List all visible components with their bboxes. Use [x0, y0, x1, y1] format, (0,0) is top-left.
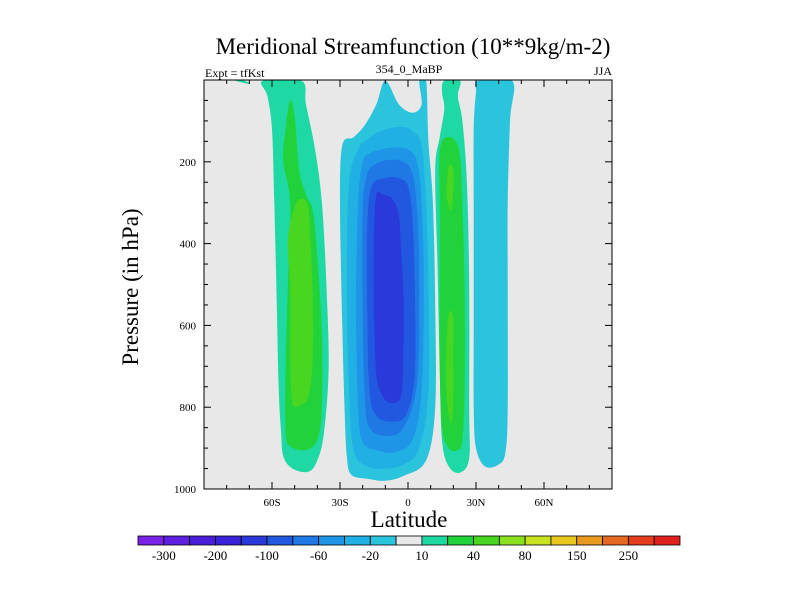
- colorbar-swatch: [163, 535, 191, 546]
- plot-area: 200 400 600 800 1000 60S 30S 0 30N 60N: [174, 79, 613, 509]
- colorbar-swatch: [421, 535, 449, 546]
- colorbar-swatch: [473, 535, 500, 546]
- y-tick-label: 1000: [174, 484, 197, 496]
- x-tick-label: 30S: [331, 497, 348, 509]
- x-tick-label: 30N: [467, 497, 486, 509]
- y-tick-label: 400: [180, 239, 197, 251]
- y-tick-label: 800: [180, 402, 197, 414]
- colorbar-swatch: [240, 535, 268, 546]
- colorbar-label: 150: [567, 548, 587, 563]
- colorbar-label: 80: [519, 548, 532, 563]
- colorbar-swatch: [576, 535, 603, 546]
- colorbar-swatch: [627, 535, 655, 546]
- contour-region-nh-hadley-core: [446, 164, 454, 211]
- colorbar-swatch: [318, 535, 345, 546]
- y-axis-label: Pressure (in hPa): [118, 208, 143, 365]
- x-tick-label: 0: [405, 497, 411, 509]
- contour-region-nh-hadley-core-low: [446, 310, 454, 424]
- colorbar-label: -300: [152, 548, 176, 563]
- contour-region-sh-hadley-core: [373, 191, 404, 404]
- chart-title: Meridional Streamfunction (10**9kg/m-2): [216, 34, 611, 59]
- colorbar-swatch: [550, 535, 578, 546]
- y-tick-label: 600: [180, 320, 197, 332]
- colorbar-swatch: [447, 535, 474, 546]
- colorbar-swatch: [524, 535, 552, 546]
- x-tick-label: 60N: [535, 497, 554, 509]
- contour-region-sh-ferrel-outer: [235, 80, 250, 85]
- x-tick-label: 60S: [263, 497, 280, 509]
- contour-region-nh-hadley-mid: [439, 136, 465, 452]
- colorbar-swatch: [137, 535, 165, 546]
- colorbar-swatch: [266, 535, 294, 546]
- colorbar-swatch: [215, 535, 242, 546]
- contour-region-nh-ferrel-outer: [473, 80, 515, 468]
- colorbar-swatch: [498, 535, 526, 546]
- colorbar-label: -20: [362, 548, 379, 563]
- contour-region-sh-ferrel-core: [287, 198, 314, 408]
- colorbar-swatch: [189, 535, 216, 546]
- colorbar-label: 40: [467, 548, 480, 563]
- x-axis-label: Latitude: [371, 507, 448, 532]
- colorbar-label: -200: [203, 548, 227, 563]
- colorbar-label: -60: [310, 548, 327, 563]
- colorbar-swatch: [395, 535, 423, 546]
- colorbar-label: 10: [415, 548, 428, 563]
- colorbar-swatch: [344, 535, 371, 546]
- colorbar-label: -100: [255, 548, 279, 563]
- y-tick-label: 200: [180, 157, 197, 169]
- y-axis-ticks: 200 400 600 800 1000: [174, 99, 612, 496]
- colorbar: -300 -200 -100 -60 -20 10 40 80 150 250: [137, 535, 681, 563]
- colorbar-swatch: [653, 535, 681, 546]
- season-label: JJA: [594, 64, 612, 78]
- expt-label: Expt = tfKst: [205, 66, 265, 80]
- colorbar-swatch: [369, 535, 397, 546]
- colorbar-label: 250: [619, 548, 639, 563]
- x-axis-ticks: 60S 30S 0 30N 60N: [226, 80, 590, 509]
- time-label: 354_0_MaBP: [376, 62, 443, 76]
- colorbar-swatch: [292, 535, 320, 546]
- colorbar-swatch: [602, 535, 629, 546]
- contour-fills: [235, 80, 515, 481]
